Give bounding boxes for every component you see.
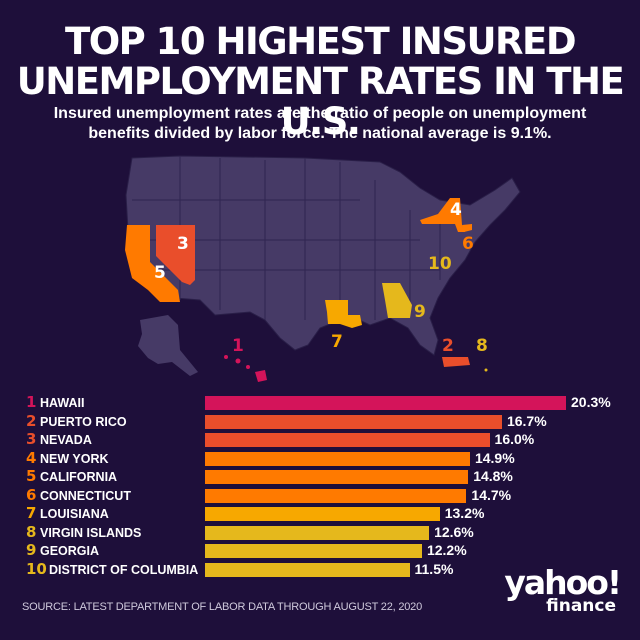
value-label: 16.7% bbox=[506, 412, 547, 429]
rank-number: 8 bbox=[26, 522, 37, 541]
hawaii-shape bbox=[224, 355, 267, 382]
map-label-california: 5 bbox=[154, 263, 166, 283]
map-label-connecticut: 6 bbox=[462, 234, 474, 254]
yahoo-finance-logo: yahoo! finance bbox=[500, 563, 622, 616]
georgia-shape bbox=[382, 283, 412, 318]
category-label: NEW YORK bbox=[40, 451, 109, 466]
bar bbox=[205, 544, 422, 558]
bar bbox=[205, 396, 566, 410]
bar bbox=[205, 525, 430, 540]
chart-row: 2 PUERTO RICO 16.7% bbox=[0, 411, 640, 430]
subtitle: Insured unemployment rates are the ratio… bbox=[0, 104, 640, 144]
rank-number: 6 bbox=[26, 485, 37, 504]
california-shape bbox=[125, 225, 180, 302]
category-label: PUERTO RICO bbox=[40, 414, 127, 429]
bar bbox=[205, 433, 490, 447]
chart-row: 6 CONNECTICUT 14.7% bbox=[0, 485, 640, 504]
category-label: HAWAII bbox=[40, 396, 85, 410]
value-label: 14.8% bbox=[473, 468, 513, 484]
title-line-1: TOP 10 HIGHEST INSURED bbox=[64, 20, 577, 63]
bar bbox=[205, 414, 502, 429]
subtitle-line-2: benefits divided by labor force. The nat… bbox=[88, 125, 552, 142]
value-label: 11.5% bbox=[414, 560, 454, 577]
chart-row: 8 VIRGIN ISLANDS 12.6% bbox=[0, 522, 640, 541]
value-label: 12.6% bbox=[434, 523, 474, 540]
rank-number: 4 bbox=[26, 448, 37, 467]
chart-row: 5 CALIFORNIA 14.8% bbox=[0, 468, 640, 485]
value-label: 16.0% bbox=[494, 431, 535, 447]
map-label-nevada: 3 bbox=[177, 234, 189, 254]
source-note: SOURCE: LATEST DEPARTMENT OF LABOR DATA … bbox=[22, 601, 423, 613]
us-map: 3 5 4 6 10 9 7 1 2 8 bbox=[120, 150, 540, 385]
map-label-virgin-islands: 8 bbox=[476, 336, 488, 356]
category-label: DISTRICT OF COLUMBIA bbox=[49, 562, 199, 577]
bar bbox=[205, 507, 440, 521]
new-york-shape bbox=[420, 198, 465, 232]
us-map-graphic bbox=[125, 155, 521, 382]
map-label-hawaii: 1 bbox=[232, 336, 244, 356]
value-label: 12.2% bbox=[426, 542, 467, 558]
bar bbox=[205, 562, 410, 577]
bar bbox=[205, 488, 467, 503]
category-label: VIRGIN ISLANDS bbox=[40, 525, 142, 540]
connecticut-shape bbox=[462, 224, 472, 232]
page-title: TOP 10 HIGHEST INSURED UNEMPLOYMENT RATE… bbox=[0, 22, 640, 142]
alaska-shape bbox=[138, 315, 198, 376]
value-label: 14.9% bbox=[474, 449, 515, 466]
rank-number: 7 bbox=[26, 504, 37, 522]
nevada-shape bbox=[156, 225, 195, 285]
chart-row: 9 GEORGIA 12.2% bbox=[0, 542, 640, 559]
puerto-rico-shape bbox=[442, 357, 470, 367]
title-line-2: UNEMPLOYMENT RATES IN THE U.S. bbox=[16, 60, 625, 143]
louisiana-shape bbox=[325, 300, 362, 328]
category-label: GEORGIA bbox=[40, 544, 100, 558]
category-label: CONNECTICUT bbox=[40, 488, 131, 503]
map-label-puerto-rico: 2 bbox=[442, 336, 454, 356]
rank-number: 10 bbox=[26, 559, 47, 578]
value-label: 13.2% bbox=[444, 505, 485, 521]
map-label-dc: 10 bbox=[428, 254, 452, 274]
map-label-new-york: 4 bbox=[450, 200, 462, 220]
subtitle-line-1: Insured unemployment rates are the ratio… bbox=[53, 105, 587, 122]
map-label-louisiana: 7 bbox=[331, 332, 343, 352]
rank-number: 9 bbox=[26, 541, 37, 559]
rank-number: 1 bbox=[26, 393, 37, 411]
chart-row: 1 HAWAII 20.3% bbox=[0, 394, 640, 411]
chart-row: 3 NEVADA 16.0% bbox=[0, 431, 640, 448]
value-label: 20.3% bbox=[571, 394, 611, 410]
category-label: LOUISIANA bbox=[40, 507, 109, 521]
bar bbox=[205, 451, 470, 466]
rank-number: 2 bbox=[26, 411, 37, 430]
chart-row: 4 NEW YORK 14.9% bbox=[0, 448, 640, 467]
rank-number: 3 bbox=[26, 430, 37, 448]
value-label: 14.7% bbox=[471, 486, 512, 503]
rank-number: 5 bbox=[26, 467, 37, 485]
bar bbox=[205, 470, 469, 484]
logo-finance: finance bbox=[546, 596, 616, 616]
category-label: CALIFORNIA bbox=[40, 470, 118, 484]
chart-row: 10 DISTRICT OF COLUMBIA 11.5% bbox=[0, 559, 640, 578]
map-label-georgia: 9 bbox=[414, 302, 426, 322]
logo-yahoo: yahoo! bbox=[504, 563, 622, 602]
chart-row: 7 LOUISIANA 13.2% bbox=[0, 505, 640, 522]
virgin-islands-shape bbox=[484, 368, 488, 372]
category-label: NEVADA bbox=[40, 433, 92, 447]
